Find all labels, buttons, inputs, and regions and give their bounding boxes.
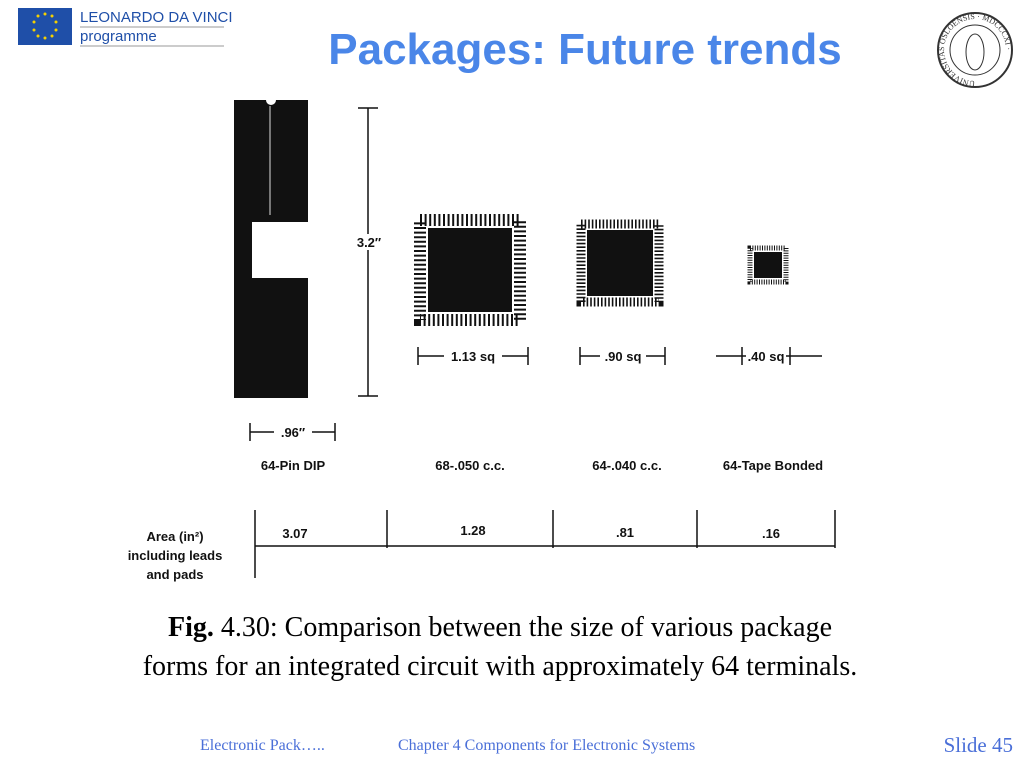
footer-left: Electronic Pack…..	[200, 737, 325, 754]
caption-line1: Fig. 4.30: Comparison between the size o…	[168, 612, 832, 643]
package-label: 64-Pin DIP	[261, 458, 326, 473]
area-value: 1.28	[460, 523, 485, 538]
caption-text: 4.30: Comparison between the size of var…	[214, 612, 832, 643]
area-label: Area (in²)	[146, 529, 203, 544]
area-label: including leads	[128, 548, 223, 563]
dip-window	[252, 222, 310, 278]
width-label: .90 sq	[605, 349, 642, 364]
area-value: .81	[616, 525, 634, 540]
slide-number: Slide 45	[944, 733, 1013, 757]
caption-label: Fig.	[168, 612, 214, 643]
dip-notch	[266, 95, 276, 105]
area-value: .16	[762, 526, 780, 541]
height-dimension	[358, 107, 378, 397]
seal-ring	[937, 12, 1013, 88]
height-label: 3.2″	[357, 235, 381, 250]
logo-line2: programme	[80, 28, 157, 45]
qfp-pins	[414, 214, 526, 326]
tab-pins	[747, 245, 789, 285]
eu-stars	[32, 12, 58, 40]
tab-body	[754, 252, 782, 278]
dim-label-bg	[444, 348, 502, 364]
slide-title: Packages: Future trends	[328, 25, 842, 74]
dim-label-bg	[352, 234, 386, 250]
seal-inner	[949, 24, 1001, 76]
dim-label-bg	[746, 348, 786, 364]
seal-figure	[965, 33, 985, 71]
area-scale	[254, 510, 836, 578]
qfp-body	[587, 230, 653, 296]
area-value: 3.07	[282, 526, 307, 541]
dim-label-bg	[600, 348, 646, 364]
qfp-pins	[576, 219, 664, 307]
footer-center: Chapter 4 Components for Electronic Syst…	[398, 737, 695, 754]
area-label: and pads	[146, 567, 203, 582]
dim-label-bg	[274, 424, 312, 440]
caption-line2: forms for an integrated circuit with app…	[143, 651, 858, 682]
logo-line1: LEONARDO DA VINCI	[80, 9, 233, 26]
package-label: 68-.050 c.c.	[435, 458, 504, 473]
package-label: 64-.040 c.c.	[592, 458, 661, 473]
package-label: 64-Tape Bonded	[723, 458, 823, 473]
width-label: .40 sq	[748, 349, 785, 364]
width-dimensions	[249, 347, 822, 441]
width-label: 1.13 sq	[451, 349, 495, 364]
width-label: .96″	[281, 425, 305, 440]
qfp-body	[428, 228, 512, 312]
